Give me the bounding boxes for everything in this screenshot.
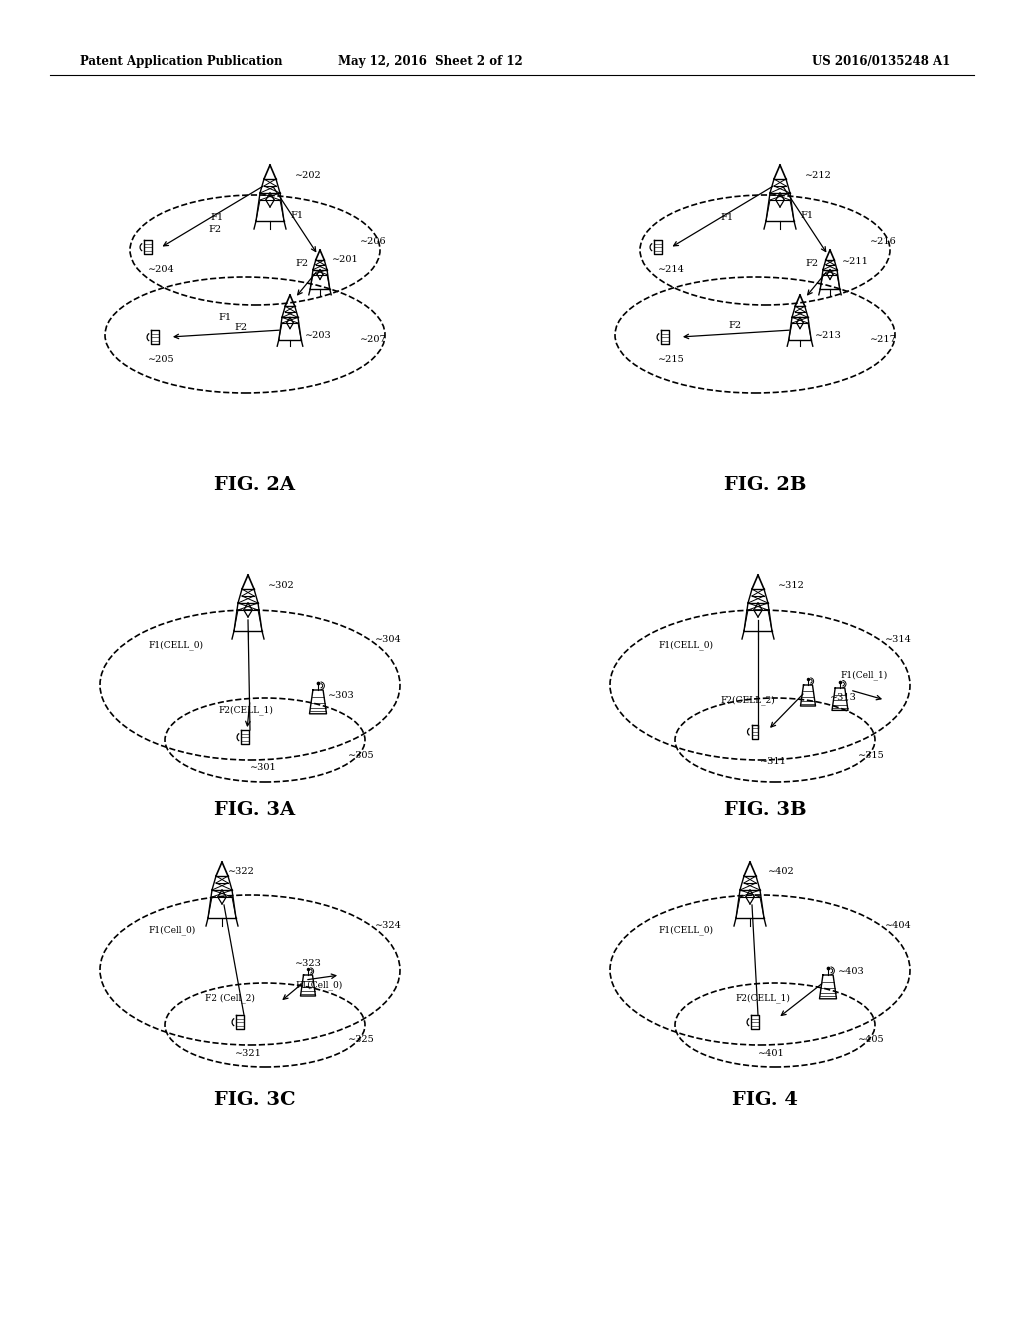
Text: ∼321: ∼321 xyxy=(234,1048,262,1057)
Text: F2(CELL_2): F2(CELL_2) xyxy=(720,696,775,705)
Text: ∼206: ∼206 xyxy=(360,238,387,247)
Text: F2: F2 xyxy=(805,259,818,268)
Text: F1(CELL_0): F1(CELL_0) xyxy=(148,640,203,649)
Text: ∼203: ∼203 xyxy=(305,330,332,339)
Text: ∼313: ∼313 xyxy=(830,693,857,702)
Text: F1: F1 xyxy=(218,314,231,322)
Text: ∼212: ∼212 xyxy=(805,170,831,180)
Text: FIG. 3A: FIG. 3A xyxy=(214,801,296,818)
Text: FIG. 3C: FIG. 3C xyxy=(214,1092,296,1109)
Text: ∼205: ∼205 xyxy=(148,355,175,364)
Text: ∼403: ∼403 xyxy=(838,968,864,977)
Text: FIG. 3B: FIG. 3B xyxy=(724,801,806,818)
Text: May 12, 2016  Sheet 2 of 12: May 12, 2016 Sheet 2 of 12 xyxy=(338,55,522,69)
Text: F1: F1 xyxy=(210,214,223,223)
Text: ∼323: ∼323 xyxy=(295,958,322,968)
Text: F2(CELL_1): F2(CELL_1) xyxy=(735,993,790,1003)
Text: ∼314: ∼314 xyxy=(885,635,912,644)
Text: ∼311: ∼311 xyxy=(760,758,786,767)
Text: FIG. 2B: FIG. 2B xyxy=(724,477,806,494)
Text: ∼401: ∼401 xyxy=(758,1048,784,1057)
Text: ∼315: ∼315 xyxy=(858,751,885,759)
Text: ∼214: ∼214 xyxy=(658,265,685,275)
Text: F1(CELL_0): F1(CELL_0) xyxy=(658,925,713,935)
Text: ∼322: ∼322 xyxy=(228,867,255,876)
Text: F2 (Cell_2): F2 (Cell_2) xyxy=(205,993,255,1003)
Text: ∼217: ∼217 xyxy=(870,335,897,345)
Text: F1(Cell_1): F1(Cell_1) xyxy=(840,671,887,680)
Text: ∼402: ∼402 xyxy=(768,867,795,876)
Text: ∼216: ∼216 xyxy=(870,238,897,247)
Text: ∼215: ∼215 xyxy=(658,355,685,364)
Text: F2: F2 xyxy=(728,321,741,330)
Text: ∼207: ∼207 xyxy=(360,335,387,345)
Text: ∼303: ∼303 xyxy=(328,692,354,701)
Text: F2(CELL_1): F2(CELL_1) xyxy=(218,705,272,715)
Text: F2: F2 xyxy=(295,259,308,268)
Text: F1: F1 xyxy=(720,214,733,223)
Text: ∼201: ∼201 xyxy=(332,256,358,264)
Text: ∼211: ∼211 xyxy=(842,257,869,267)
Text: F1(Cell_0): F1(Cell_0) xyxy=(148,925,196,935)
Text: F1(CELL_0): F1(CELL_0) xyxy=(658,640,713,649)
Text: F1: F1 xyxy=(800,210,813,219)
Text: ∼324: ∼324 xyxy=(375,920,401,929)
Text: US 2016/0135248 A1: US 2016/0135248 A1 xyxy=(812,55,950,69)
Text: ∼202: ∼202 xyxy=(295,170,322,180)
Text: FIG. 4: FIG. 4 xyxy=(732,1092,798,1109)
Text: ∼213: ∼213 xyxy=(815,330,842,339)
Text: ∼302: ∼302 xyxy=(268,581,295,590)
Text: ∼325: ∼325 xyxy=(348,1035,375,1044)
Text: ∼404: ∼404 xyxy=(885,920,911,929)
Text: F2: F2 xyxy=(208,226,221,235)
Text: FIG. 2A: FIG. 2A xyxy=(214,477,296,494)
Text: ∼304: ∼304 xyxy=(375,635,401,644)
Text: ∼305: ∼305 xyxy=(348,751,375,759)
Text: ∼301: ∼301 xyxy=(250,763,276,772)
Text: F1(Cell_0): F1(Cell_0) xyxy=(295,979,342,990)
Text: Patent Application Publication: Patent Application Publication xyxy=(80,55,283,69)
Text: F2: F2 xyxy=(234,323,247,333)
Text: ∼204: ∼204 xyxy=(148,265,175,275)
Text: F1: F1 xyxy=(290,210,303,219)
Text: ∼312: ∼312 xyxy=(778,581,805,590)
Text: ∼405: ∼405 xyxy=(858,1035,885,1044)
